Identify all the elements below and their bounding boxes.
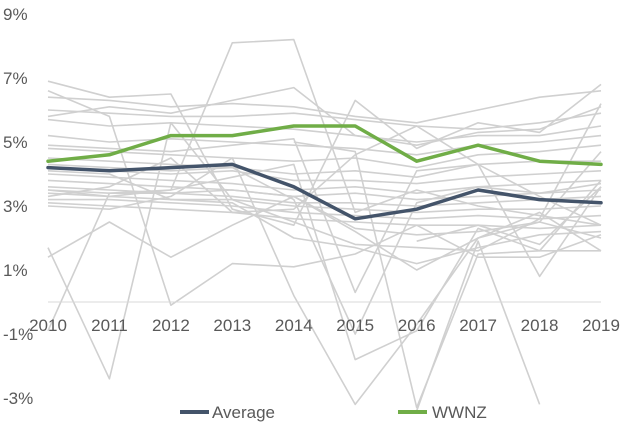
x-tick-label: 2012 — [152, 316, 190, 335]
peer-series-line-16 — [47, 125, 602, 226]
y-tick-label: 3% — [3, 197, 28, 216]
peer-series-line-9 — [47, 173, 602, 194]
x-axis-tick-labels: 2010 2011 2012 2013 2014 2015 2016 2017 2018 2019 — [29, 316, 620, 335]
y-axis-tick-labels: 9% 7% 5% 3% 1% -1% -3% — [3, 5, 33, 408]
peer-series-line-26 — [47, 138, 602, 294]
y-tick-label: 5% — [3, 133, 28, 152]
x-tick-label: 2013 — [213, 316, 251, 335]
x-tick-label: 2015 — [336, 316, 374, 335]
peer-series-line-7 — [47, 157, 601, 178]
x-tick-label: 2019 — [582, 316, 620, 335]
x-tick-label: 2017 — [459, 316, 497, 335]
series-line-average — [46, 162, 603, 221]
y-tick-label: 1% — [3, 261, 28, 280]
peer-series-line-21 — [47, 86, 602, 146]
peer-series-line-24 — [47, 151, 602, 406]
peer-series-line-27 — [293, 141, 601, 409]
peer-series-line-1 — [47, 80, 602, 226]
series-line-wwnz — [46, 124, 603, 167]
legend: Average WWNZ — [180, 403, 487, 422]
peer-series-line-3 — [47, 109, 602, 130]
peer-series-line-28 — [415, 240, 541, 412]
peer-series-line-29 — [416, 186, 602, 246]
main-series-lines — [46, 124, 603, 221]
peer-series-line-25 — [47, 163, 602, 361]
x-tick-label: 2018 — [521, 316, 559, 335]
y-tick-label: 9% — [3, 5, 28, 24]
x-tick-label: 2011 — [91, 316, 128, 335]
legend-label-average: Average — [212, 403, 275, 422]
y-tick-label: -1% — [3, 325, 33, 344]
peer-series-line-4 — [47, 118, 602, 143]
y-tick-label: 7% — [3, 69, 28, 88]
peer-lines — [47, 38, 602, 412]
peer-series-line-15 — [47, 170, 602, 265]
x-tick-label: 2014 — [275, 316, 313, 335]
y-tick-label: -3% — [3, 389, 33, 408]
x-tick-label: 2016 — [398, 316, 436, 335]
x-tick-label: 2010 — [29, 316, 67, 335]
legend-label-wwnz: WWNZ — [432, 403, 487, 422]
peer-series-line-12 — [47, 192, 602, 214]
